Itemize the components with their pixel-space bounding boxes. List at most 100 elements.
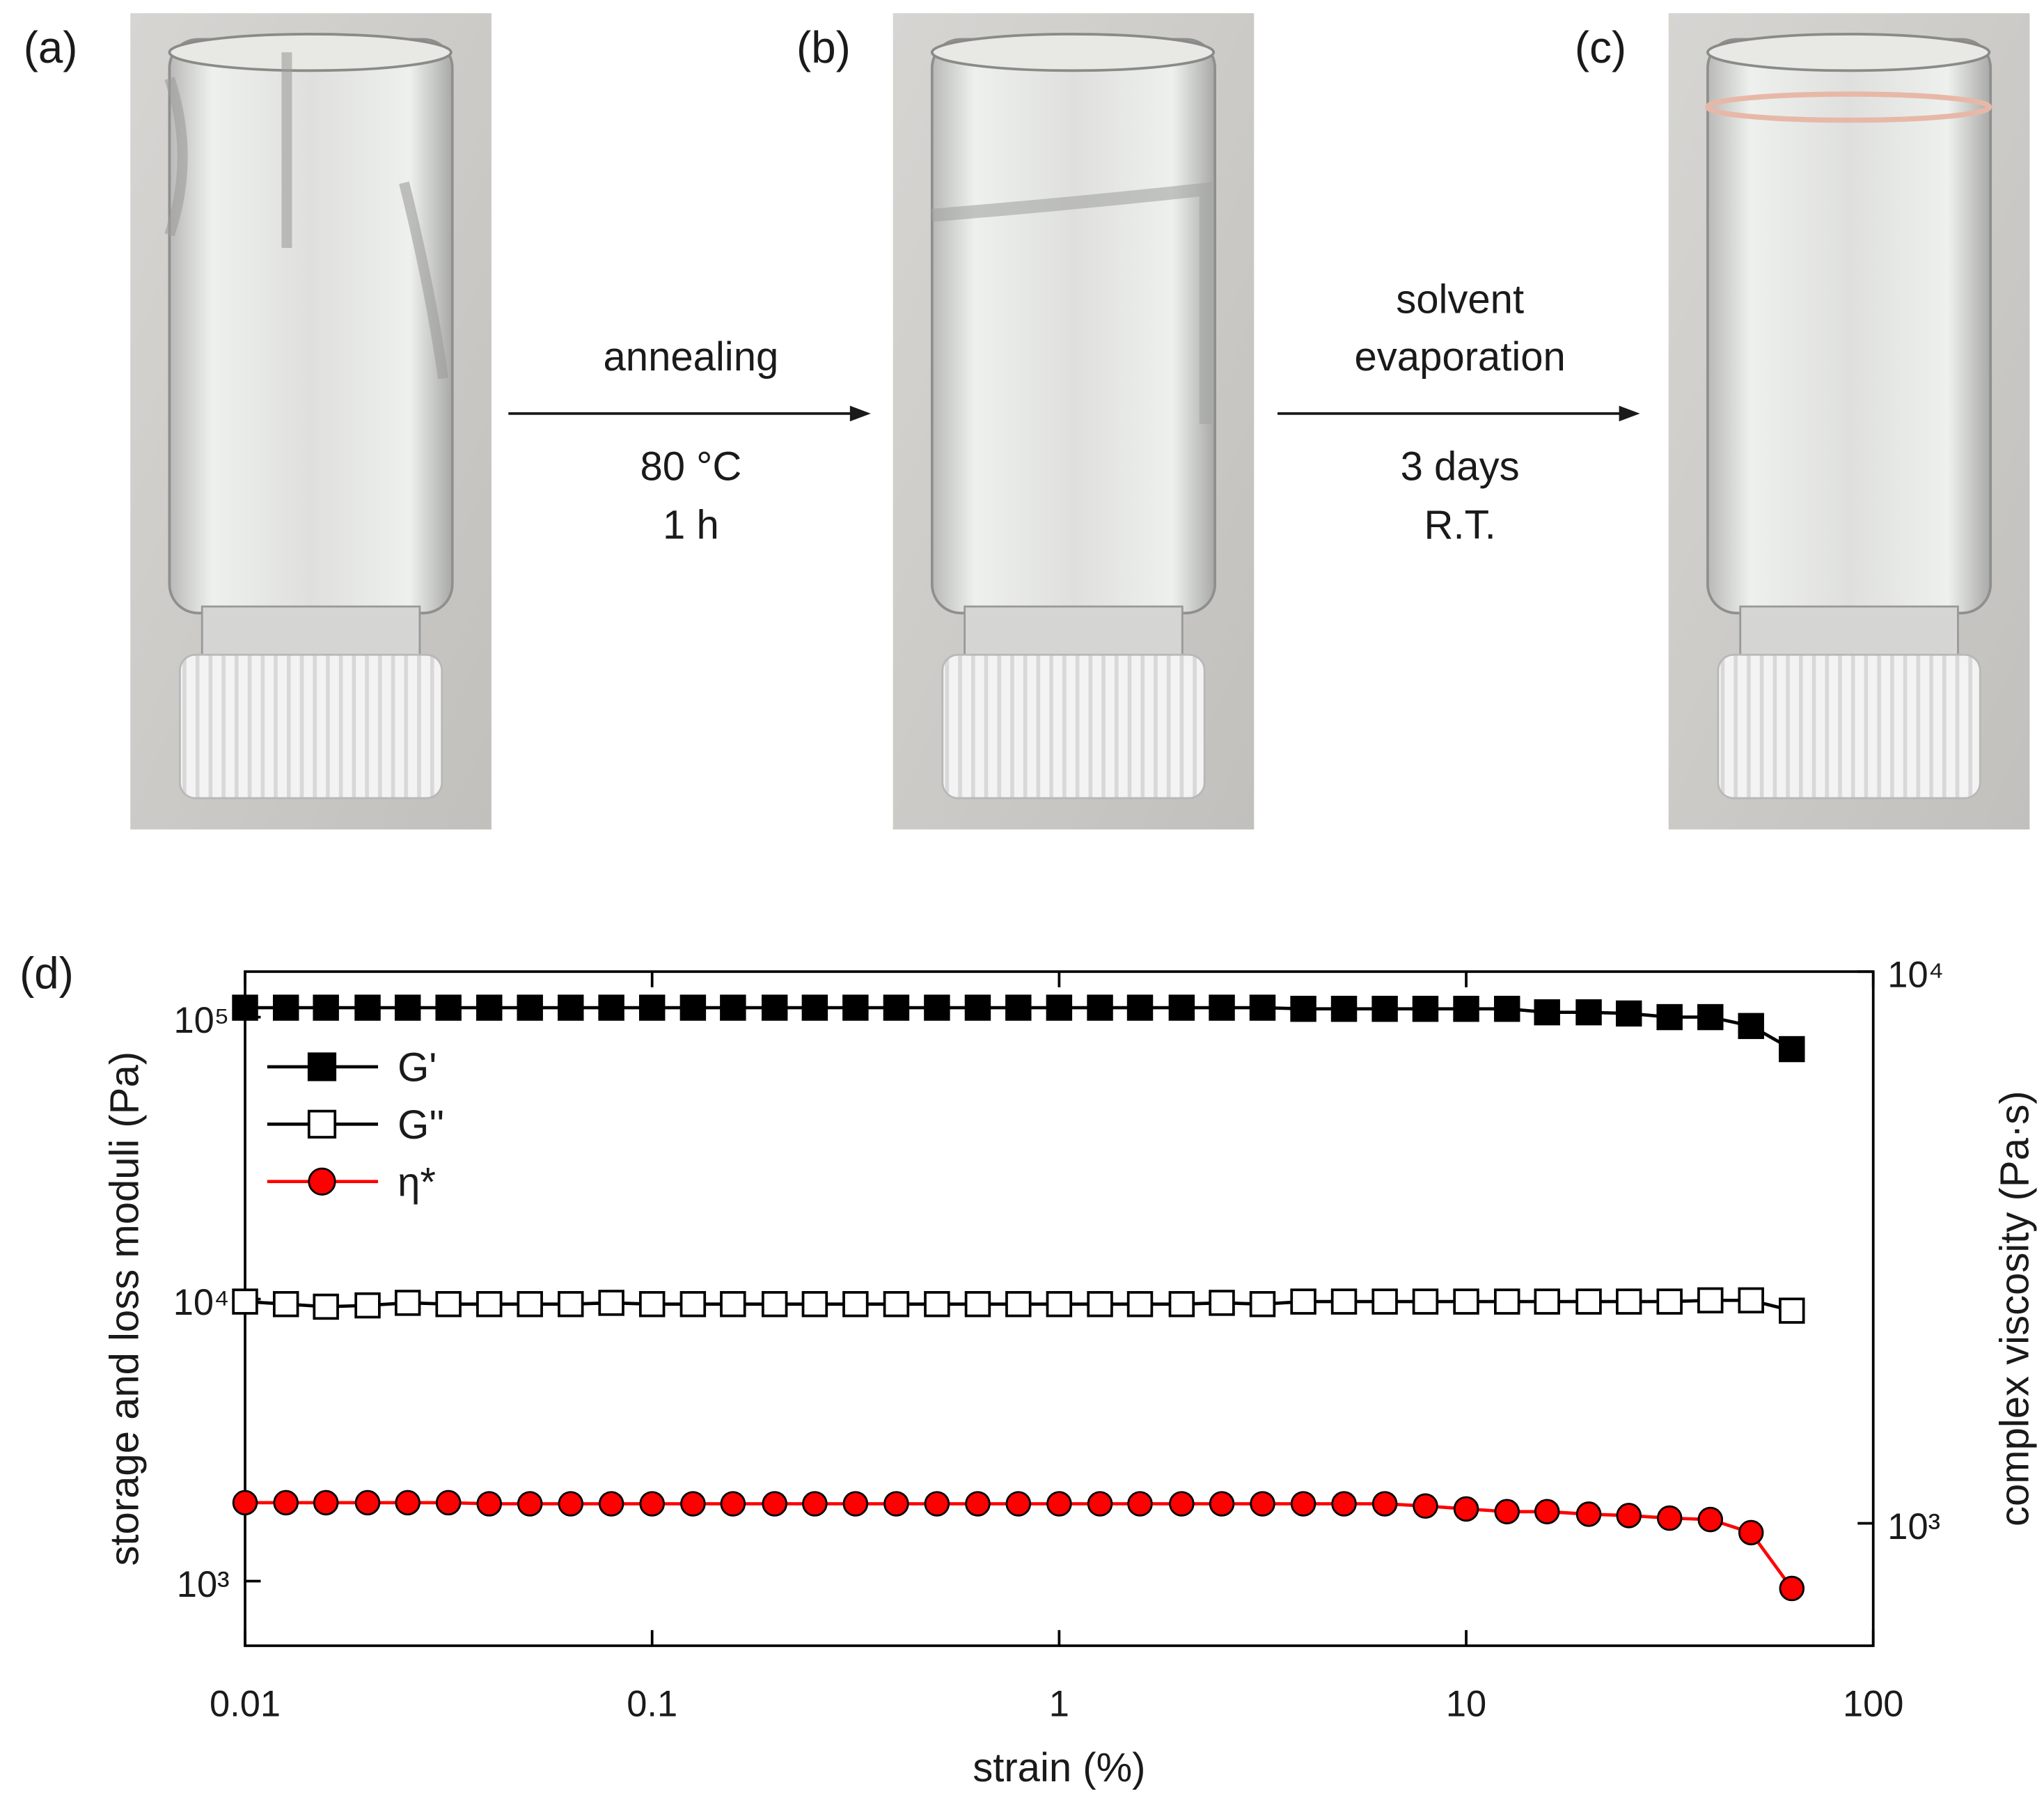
data-point [1290,995,1316,1022]
data-point [842,1290,869,1318]
data-point [1656,1505,1683,1531]
y2-tick-label: 10³ [1887,1507,1940,1547]
x-tick-label: 0.1 [627,1684,677,1724]
data-point [883,1290,910,1318]
data-point [1615,1288,1642,1315]
data-point [1005,994,1032,1021]
data-point [313,994,339,1021]
data-point [354,994,381,1021]
data-point [354,1490,381,1516]
data-point [924,1290,950,1318]
data-point [883,994,910,1021]
data-point [1126,1290,1154,1318]
data-point [679,1290,707,1318]
data-point [517,994,543,1021]
legend-marker [307,1109,337,1139]
y2-tick-label: 10⁴ [1887,955,1944,996]
film-ring [1705,91,1992,123]
y2-axis-label: complex viscosity (Pa·s) [1992,1091,2038,1526]
x-axis-label: strain (%) [973,1745,1145,1790]
data-point [1494,1499,1520,1524]
data-point [1046,1290,1073,1318]
data-point [1493,995,1520,1022]
data-point [1290,1288,1316,1315]
data-point [273,1490,299,1516]
data-point [1697,1287,1724,1314]
data-point [435,1290,462,1318]
data-point [232,1490,258,1516]
data-point [883,1491,909,1517]
photo-c [1667,12,2031,831]
data-point [435,994,462,1021]
data-point [1371,1491,1398,1517]
legend-marker [308,1167,336,1196]
arrow-head [1619,405,1640,422]
step-condition: 3 days [1401,444,1520,489]
step-condition: 80 °C [640,444,741,489]
data-point [1168,1290,1195,1318]
data-point [1087,994,1113,1021]
data-point [1209,1491,1235,1517]
data-point [313,1490,339,1516]
data-point [638,994,666,1021]
data-point [1087,1290,1113,1318]
data-point [598,1491,624,1517]
data-point [1168,994,1195,1021]
data-point [1087,1491,1113,1517]
data-point [1250,1491,1275,1517]
data-point [1534,1499,1560,1524]
step-label: evaporation [1355,334,1566,380]
legend-label: η* [398,1159,436,1205]
data-point [965,1491,991,1517]
data-point [1575,1501,1602,1527]
data-point [313,1293,339,1320]
plot: (d) 0.01 0.1 1 10 100 10³ 10⁴ 10⁵ 10³ 10⁴ strain (%… [19,949,2037,1790]
data-point [1005,1491,1032,1517]
data-point [1534,999,1560,1026]
gel-residue [931,182,1213,424]
data-point [761,1290,788,1318]
data-point [1046,1491,1072,1517]
data-point [517,1290,543,1318]
y-axis-label: storage and loss moduli (Pa) [102,1052,147,1566]
data-point [1656,1288,1683,1315]
data-point [1249,1290,1276,1318]
data-point [476,1491,503,1517]
step-label: annealing [604,334,779,380]
step-condition: 1 h [663,503,719,548]
data-point [476,994,503,1021]
data-point [1453,1288,1479,1315]
data-point [517,1491,543,1517]
panel-label: (b) [796,23,851,72]
x-tick-label: 10 [1446,1684,1486,1724]
photo-annotations: (a) (b) (c) annealing 80 °C 1 h solvent evapora… [24,23,1626,547]
data-point [394,1290,421,1316]
data-point [558,1491,584,1517]
data-point [639,1491,665,1517]
data-point [1534,1288,1560,1315]
data-point [720,1290,746,1318]
data-point [964,1290,991,1318]
data-point [476,1290,503,1318]
data-point [1371,995,1398,1022]
data-point [1453,995,1479,1022]
data-point [1779,1575,1805,1602]
step-label: solvent [1396,277,1524,322]
data-point [1738,1013,1764,1040]
data-point [1615,1000,1642,1027]
data-point [1697,1506,1724,1533]
data-point [1046,994,1073,1021]
data-point [1412,995,1439,1022]
step-condition: R.T. [1424,503,1496,548]
x-tick-label: 1 [1049,1684,1069,1724]
data-point [435,1490,462,1516]
data-point [924,1491,950,1517]
data-point [1249,994,1276,1021]
data-point [558,994,584,1021]
legend-label: G' [398,1045,437,1091]
data-point [598,1290,624,1316]
data-point [720,1491,746,1517]
data-point [1697,1003,1724,1031]
data-point [802,1491,828,1517]
